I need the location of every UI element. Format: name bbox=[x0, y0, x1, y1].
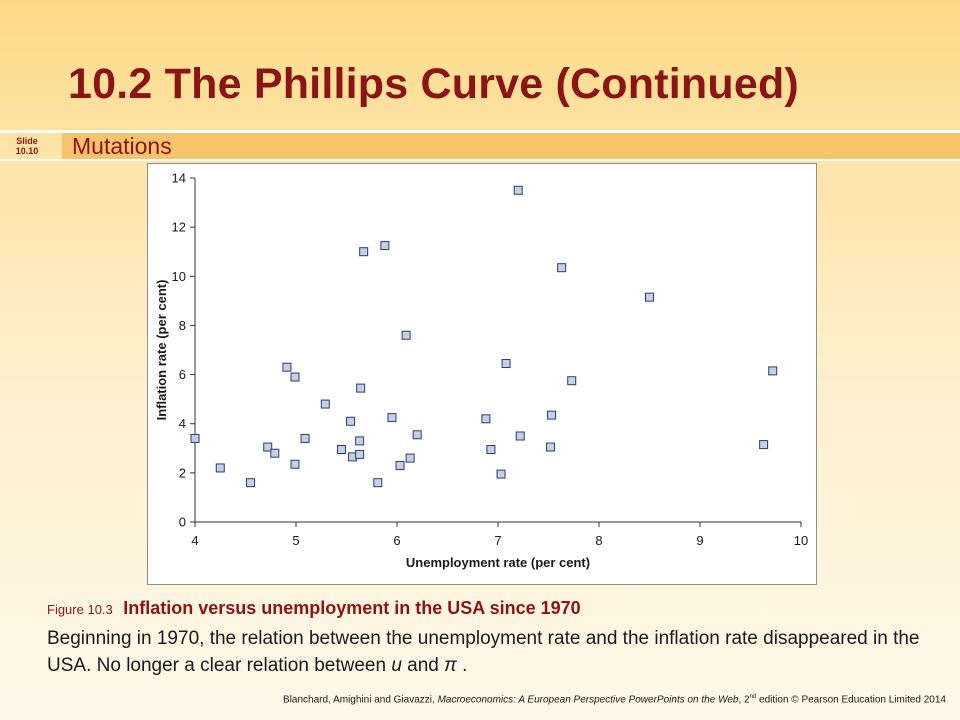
data-point bbox=[486, 445, 496, 455]
variable-u: u bbox=[391, 655, 402, 676]
slide-number-label: Slide 10.10 bbox=[8, 136, 46, 156]
data-point bbox=[380, 241, 390, 251]
data-point bbox=[346, 416, 356, 426]
data-point bbox=[290, 372, 300, 382]
y-tick-label: 0 bbox=[179, 515, 186, 530]
data-point bbox=[645, 292, 654, 302]
chart-frame: 4 5 6 7 8 9 10 0 2 4 6 8 10 12 14 Unemployment rate (p… bbox=[147, 163, 817, 585]
footer-edition: , 2 bbox=[738, 694, 750, 706]
figure-caption: Figure 10.3 Inflation versus unemploymen… bbox=[47, 598, 581, 619]
y-tick-label: 4 bbox=[179, 416, 186, 431]
data-point bbox=[567, 376, 577, 386]
scatter-chart: 4 5 6 7 8 9 10 0 2 4 6 8 10 12 14 Unemployment rate (p… bbox=[154, 171, 809, 571]
footer-publisher: edition © Pearson Education Limited 2014 bbox=[756, 694, 946, 706]
data-point bbox=[355, 436, 365, 446]
figure-label: Figure 10.3 bbox=[47, 602, 113, 617]
data-point bbox=[481, 414, 491, 424]
data-point bbox=[546, 442, 556, 452]
x-tick-label: 9 bbox=[696, 533, 703, 548]
slide-title: 10.2 The Phillips Curve (Continued) bbox=[68, 60, 799, 108]
data-point bbox=[401, 330, 411, 340]
data-point bbox=[355, 449, 365, 459]
x-tick-label: 8 bbox=[595, 533, 602, 548]
data-point bbox=[282, 362, 292, 372]
data-point bbox=[759, 440, 769, 450]
figure-description: Beginning in 1970, the relation between … bbox=[47, 625, 927, 679]
data-point bbox=[263, 442, 273, 452]
data-point bbox=[290, 459, 300, 469]
figure-title: Inflation versus unemployment in the USA… bbox=[123, 598, 581, 618]
x-tick-label: 6 bbox=[393, 533, 400, 548]
x-tick-label: 4 bbox=[191, 533, 198, 548]
data-point bbox=[373, 478, 383, 488]
y-tick-label: 12 bbox=[172, 220, 186, 235]
data-point bbox=[387, 413, 397, 423]
data-point bbox=[246, 478, 256, 488]
slide-subtitle: Mutations bbox=[72, 133, 172, 159]
data-point bbox=[336, 445, 346, 455]
data-point bbox=[300, 433, 310, 443]
subtitle-band bbox=[62, 133, 960, 159]
description-text-2: and bbox=[401, 655, 445, 676]
data-point bbox=[359, 247, 369, 257]
data-point bbox=[557, 263, 567, 273]
chart-ticks: 4 5 6 7 8 9 10 0 2 4 6 8 10 12 14 bbox=[172, 171, 809, 549]
footer-authors: Blanchard, Amighini and Giavazzi, bbox=[283, 694, 438, 706]
data-point bbox=[320, 399, 330, 409]
data-point bbox=[356, 383, 366, 393]
data-point bbox=[768, 366, 778, 376]
description-text-1: Beginning in 1970, the relation between … bbox=[47, 628, 920, 676]
x-tick-label: 7 bbox=[494, 533, 501, 548]
data-point bbox=[513, 185, 523, 195]
header-divider-top bbox=[0, 130, 960, 133]
data-point bbox=[547, 410, 557, 420]
data-point bbox=[515, 431, 525, 441]
description-text-3: . bbox=[456, 655, 468, 676]
data-point bbox=[395, 460, 405, 470]
y-tick-label: 10 bbox=[172, 269, 186, 284]
x-tick-label: 5 bbox=[292, 533, 299, 548]
data-point bbox=[405, 453, 415, 463]
data-point bbox=[496, 469, 506, 479]
x-tick-label: 10 bbox=[794, 533, 808, 548]
slide-label-word: Slide bbox=[16, 136, 38, 146]
footer-edition-suffix: nd bbox=[749, 694, 757, 700]
data-point bbox=[501, 359, 511, 369]
y-tick-label: 6 bbox=[179, 367, 186, 382]
header-divider-bottom bbox=[0, 159, 960, 161]
copyright-footer: Blanchard, Amighini and Giavazzi, Macroe… bbox=[0, 694, 946, 705]
slide-label-number: 10.10 bbox=[15, 146, 39, 156]
y-tick-label: 8 bbox=[179, 318, 186, 333]
x-axis-title: Unemployment rate (per cent) bbox=[406, 555, 590, 570]
y-axis-title: Inflation rate (per cent) bbox=[154, 280, 169, 421]
data-point bbox=[412, 430, 422, 440]
y-tick-label: 14 bbox=[172, 171, 186, 186]
data-point bbox=[190, 433, 200, 443]
data-point bbox=[270, 448, 280, 458]
data-point bbox=[215, 463, 225, 473]
footer-book-title: Macroeconomics: A European Perspective P… bbox=[437, 694, 739, 706]
chart-points bbox=[190, 185, 778, 488]
variable-pi: π bbox=[444, 655, 457, 676]
y-tick-label: 2 bbox=[179, 465, 186, 480]
